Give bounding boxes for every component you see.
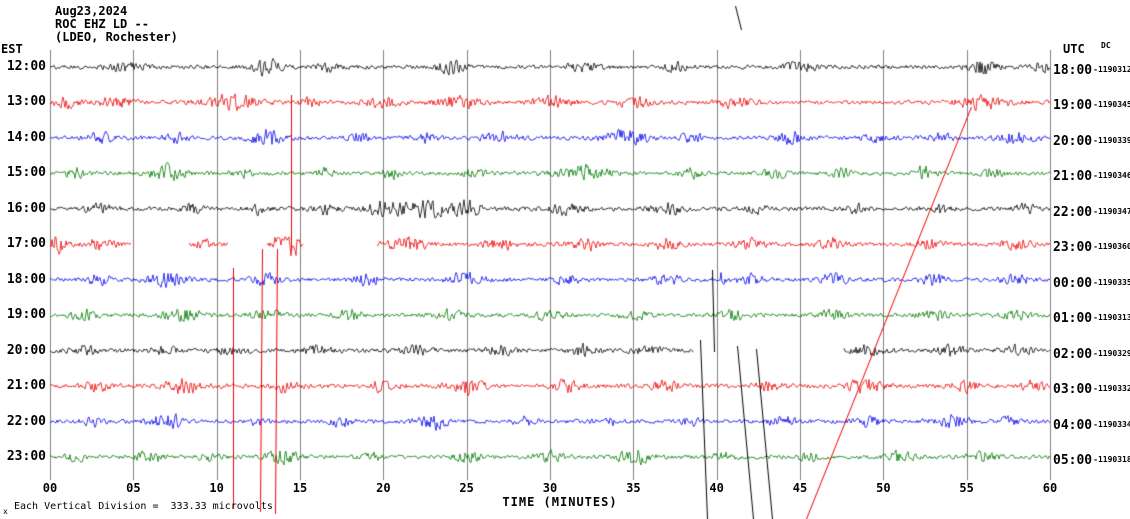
right-utc-label: 21:00 bbox=[1053, 169, 1093, 185]
right-label-row: 20:00-1190339 bbox=[1053, 130, 1130, 149]
dc-value: -1190339 bbox=[1093, 135, 1130, 145]
right-utc-label: 01:00 bbox=[1053, 311, 1093, 327]
right-label-row: 02:00-1190329 bbox=[1053, 343, 1130, 362]
dc-value: -1190312 bbox=[1093, 65, 1130, 74]
x-tick-label: 35 bbox=[626, 481, 641, 495]
left-hour-label: 21:00 bbox=[6, 378, 46, 394]
x-tick-label: 45 bbox=[792, 481, 808, 495]
right-label-row: 03:00-1190332 bbox=[1053, 378, 1130, 398]
left-hour-label: 19:00 bbox=[6, 307, 46, 323]
x-tick-label: 15 bbox=[292, 481, 308, 495]
left-hour-label: 12:00 bbox=[6, 59, 46, 74]
corner-mark: x bbox=[3, 507, 8, 516]
x-tick-label: 00 bbox=[42, 481, 58, 495]
left-hour-label: 16:00 bbox=[6, 200, 46, 216]
right-utc-label: 22:00 bbox=[1053, 204, 1093, 220]
header-location: (LDEO, Rochester) bbox=[55, 30, 178, 44]
right-utc-label: 18:00 bbox=[1053, 63, 1093, 78]
x-tick-label: 30 bbox=[542, 481, 558, 495]
left-hour-label: 20:00 bbox=[6, 342, 46, 358]
dc-value: -1190346 bbox=[1093, 171, 1130, 181]
left-hour-label: 13:00 bbox=[6, 94, 46, 110]
dc-value: -1190313 bbox=[1093, 313, 1130, 323]
est-axis-label: EST bbox=[1, 42, 23, 56]
right-label-row: 04:00-1190334 bbox=[1053, 414, 1130, 433]
right-label-row: 19:00-1190345 bbox=[1053, 94, 1130, 114]
dc-value: -1190334 bbox=[1093, 419, 1130, 429]
right-utc-label: 03:00 bbox=[1053, 382, 1093, 398]
dc-value: -1190332 bbox=[1093, 384, 1130, 394]
dc-value: -1190318 bbox=[1093, 454, 1130, 464]
right-utc-label: 20:00 bbox=[1053, 133, 1093, 149]
x-tick-label: 50 bbox=[876, 481, 891, 495]
right-utc-label: 05:00 bbox=[1053, 452, 1093, 468]
right-utc-label: 19:00 bbox=[1053, 98, 1093, 114]
dc-value: -1190347 bbox=[1093, 206, 1130, 216]
x-tick-label: 05 bbox=[126, 481, 141, 495]
x-tick-label: 55 bbox=[959, 481, 974, 495]
x-tick-label: 25 bbox=[459, 481, 474, 495]
left-hour-label: 14:00 bbox=[6, 129, 46, 145]
dc-axis-label: DC bbox=[1101, 41, 1111, 50]
left-hour-label: 18:00 bbox=[6, 271, 46, 287]
left-hour-label: 15:00 bbox=[6, 165, 46, 181]
left-hour-label: 22:00 bbox=[6, 413, 46, 429]
right-label-row: 22:00-1190347 bbox=[1053, 201, 1130, 220]
right-utc-label: 23:00 bbox=[1053, 240, 1093, 256]
x-tick-label: 60 bbox=[1042, 481, 1058, 495]
left-hour-label: 23:00 bbox=[6, 448, 46, 464]
right-label-row: 21:00-1190346 bbox=[1053, 165, 1130, 185]
x-tick-label: 40 bbox=[709, 481, 724, 495]
right-utc-label: 02:00 bbox=[1053, 346, 1093, 362]
dc-value: -1190360 bbox=[1093, 242, 1130, 252]
right-label-row: 01:00-1190313 bbox=[1053, 307, 1130, 327]
right-label-row: 18:00-1190312 bbox=[1053, 59, 1130, 78]
dc-value: -1190335 bbox=[1093, 277, 1130, 287]
x-tick-label: 20 bbox=[376, 481, 391, 495]
right-utc-label: 00:00 bbox=[1053, 275, 1093, 291]
utc-axis-label: UTC bbox=[1063, 42, 1085, 56]
left-hour-label: 17:00 bbox=[6, 236, 46, 252]
right-label-row: 00:00-1190335 bbox=[1053, 272, 1130, 291]
dc-value: -1190329 bbox=[1093, 348, 1130, 358]
dc-value: -1190345 bbox=[1093, 100, 1130, 110]
x-axis-title: TIME (MINUTES) bbox=[502, 495, 618, 509]
header-station: ROC EHZ LD -- bbox=[55, 17, 149, 31]
right-utc-label: 04:00 bbox=[1053, 417, 1093, 433]
right-label-row: 05:00-1190318 bbox=[1053, 449, 1130, 468]
x-tick-label: 10 bbox=[209, 481, 224, 495]
header-date: Aug23,2024 bbox=[55, 4, 128, 18]
right-label-row: 23:00-1190360 bbox=[1053, 236, 1130, 256]
scale-note: Each Vertical Division = 333.33 microvol… bbox=[14, 501, 273, 512]
